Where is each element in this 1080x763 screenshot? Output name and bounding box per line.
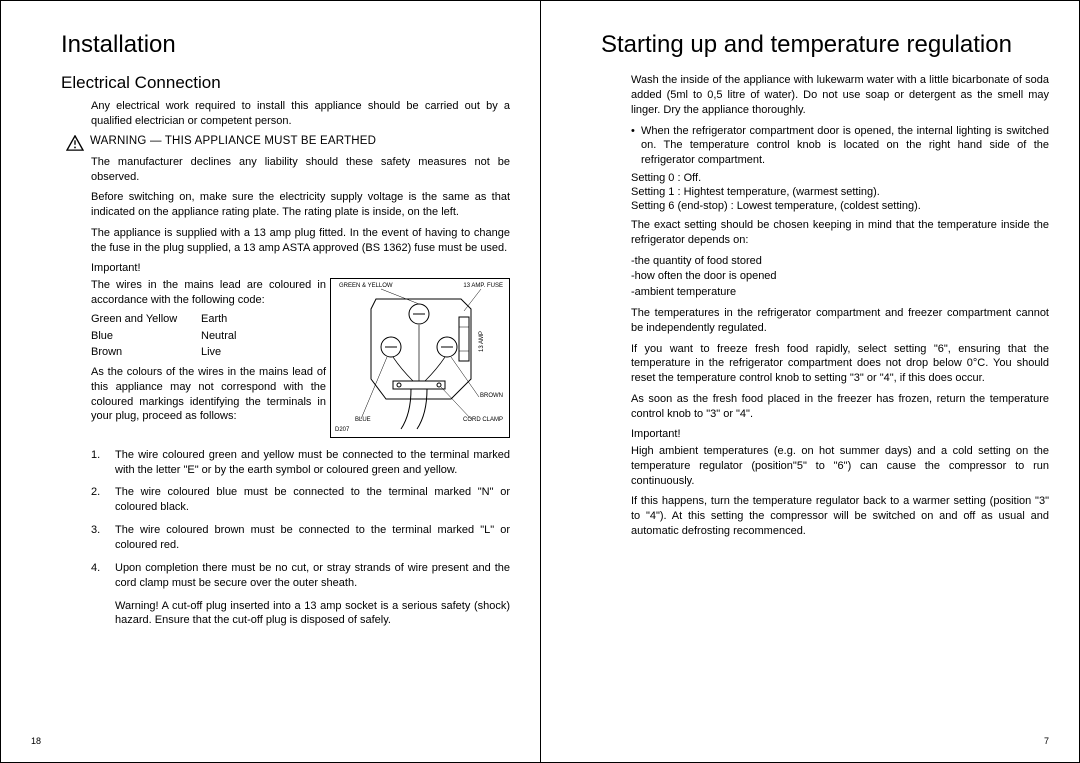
diagram-label: 13 AMP. FUSE [463, 283, 503, 289]
wire-role: Live [201, 344, 221, 361]
setting-row: Setting 0 : Off. [631, 172, 1049, 184]
step-number [91, 599, 115, 629]
setting-row: Setting 6 (end-stop) : Lowest temperatur… [631, 200, 1049, 212]
if-happens-text: If this happens, turn the temperature re… [631, 494, 1049, 539]
installation-title: Installation [61, 31, 510, 59]
bullet-text: When the refrigerator compartment door i… [641, 124, 1049, 169]
plug-diagram-svg [331, 279, 509, 437]
freeze-rapid-text: If you want to freeze fresh food rapidly… [631, 342, 1049, 387]
manufacturer-text: The manufacturer declines any liability … [91, 155, 510, 185]
list-item: Warning! A cut-off plug inserted into a … [91, 599, 510, 629]
list-item: 2. The wire coloured blue must be connec… [91, 485, 510, 515]
wire-role: Earth [201, 311, 227, 328]
warning-heading: WARNING — THIS APPLIANCE MUST BE EARTHED [90, 135, 376, 147]
page-number-right: 7 [1044, 736, 1049, 746]
wire-name: Brown [91, 344, 201, 361]
wires-note: As the colours of the wires in the mains… [91, 365, 326, 424]
bullet-icon: • [631, 124, 641, 169]
wire-name: Blue [91, 328, 201, 345]
warning-triangle-icon [66, 135, 84, 151]
high-ambient-text: High ambient temperatures (e.g. on hot s… [631, 444, 1049, 489]
left-page: Installation Electrical Connection Any e… [0, 0, 540, 763]
setting-label: Setting 1 : [631, 186, 681, 198]
page-number-left: 18 [31, 736, 41, 746]
return-knob-text: As soon as the fresh food placed in the … [631, 392, 1049, 422]
setting-desc: Off. [681, 172, 702, 184]
setting-desc: Lowest temperature, (coldest setting). [734, 200, 921, 212]
list-item: 1. The wire coloured green and yellow mu… [91, 448, 510, 478]
step-number: 4. [91, 561, 115, 591]
fuse-text: The appliance is supplied with a 13 amp … [91, 226, 510, 256]
page-spread: Installation Electrical Connection Any e… [0, 0, 1080, 763]
exact-setting-text: The exact setting should be chosen keepi… [631, 218, 1049, 248]
wash-text: Wash the inside of the appliance with lu… [631, 73, 1049, 118]
important-label-right: Important! [631, 428, 1049, 440]
wire-role: Neutral [201, 328, 236, 345]
list-item: 4. Upon completion there must be no cut,… [91, 561, 510, 591]
bullet-item: • When the refrigerator compartment door… [631, 124, 1049, 169]
setting-desc: Hightest temperature, (warmest setting). [681, 186, 880, 198]
electrical-subtitle: Electrical Connection [61, 73, 510, 93]
step-text: The wire coloured blue must be connected… [115, 485, 510, 515]
step-text: The wire coloured brown must be connecte… [115, 523, 510, 553]
diagram-label: CORD CLAMP [463, 417, 503, 423]
diagram-code: D207 [335, 427, 349, 433]
diagram-label: 13 AMP [479, 331, 485, 352]
step-number: 3. [91, 523, 115, 553]
setting-row: Setting 1 : Hightest temperature, (warme… [631, 186, 1049, 198]
warning-row: WARNING — THIS APPLIANCE MUST BE EARTHED [66, 135, 510, 151]
starting-up-title: Starting up and temperature regulation [601, 31, 1049, 59]
right-page: Starting up and temperature regulation W… [540, 0, 1080, 763]
setting-label: Setting 6 (end-stop) : [631, 200, 734, 212]
plug-diagram: GREEN & YELLOW 13 AMP. FUSE 13 AMP BLUE … [330, 278, 510, 438]
intro-text: Any electrical work required to install … [91, 99, 510, 129]
warning-cutoff: Warning! A cut-off plug inserted into a … [115, 599, 510, 629]
warning-cutoff-text: A cut-off plug inserted into a 13 amp so… [115, 600, 510, 627]
wire-name: Green and Yellow [91, 311, 201, 328]
step-text: The wire coloured green and yellow must … [115, 448, 510, 478]
setting-label: Setting 0 : [631, 172, 681, 184]
step-number: 2. [91, 485, 115, 515]
important-label-left: Important! [91, 262, 510, 274]
step-text: Upon completion there must be no cut, or… [115, 561, 510, 591]
depends-item: -ambient temperature [631, 285, 1049, 300]
diagram-label: BLUE [355, 417, 371, 423]
wires-intro: The wires in the mains lead are coloured… [91, 278, 326, 308]
diagram-label: BROWN [480, 393, 503, 399]
step-number: 1. [91, 448, 115, 478]
before-switching-text: Before switching on, make sure the elect… [91, 190, 510, 220]
list-item: 3. The wire coloured brown must be conne… [91, 523, 510, 553]
steps-list: 1. The wire coloured green and yellow mu… [91, 448, 510, 628]
depends-item: -how often the door is opened [631, 269, 1049, 284]
wiring-section: The wires in the mains lead are coloured… [91, 278, 510, 448]
cannot-regulate-text: The temperatures in the refrigerator com… [631, 306, 1049, 336]
diagram-label: GREEN & YELLOW [339, 283, 393, 289]
depends-item: -the quantity of food stored [631, 254, 1049, 269]
warning-inline-label: Warning! [115, 600, 159, 612]
